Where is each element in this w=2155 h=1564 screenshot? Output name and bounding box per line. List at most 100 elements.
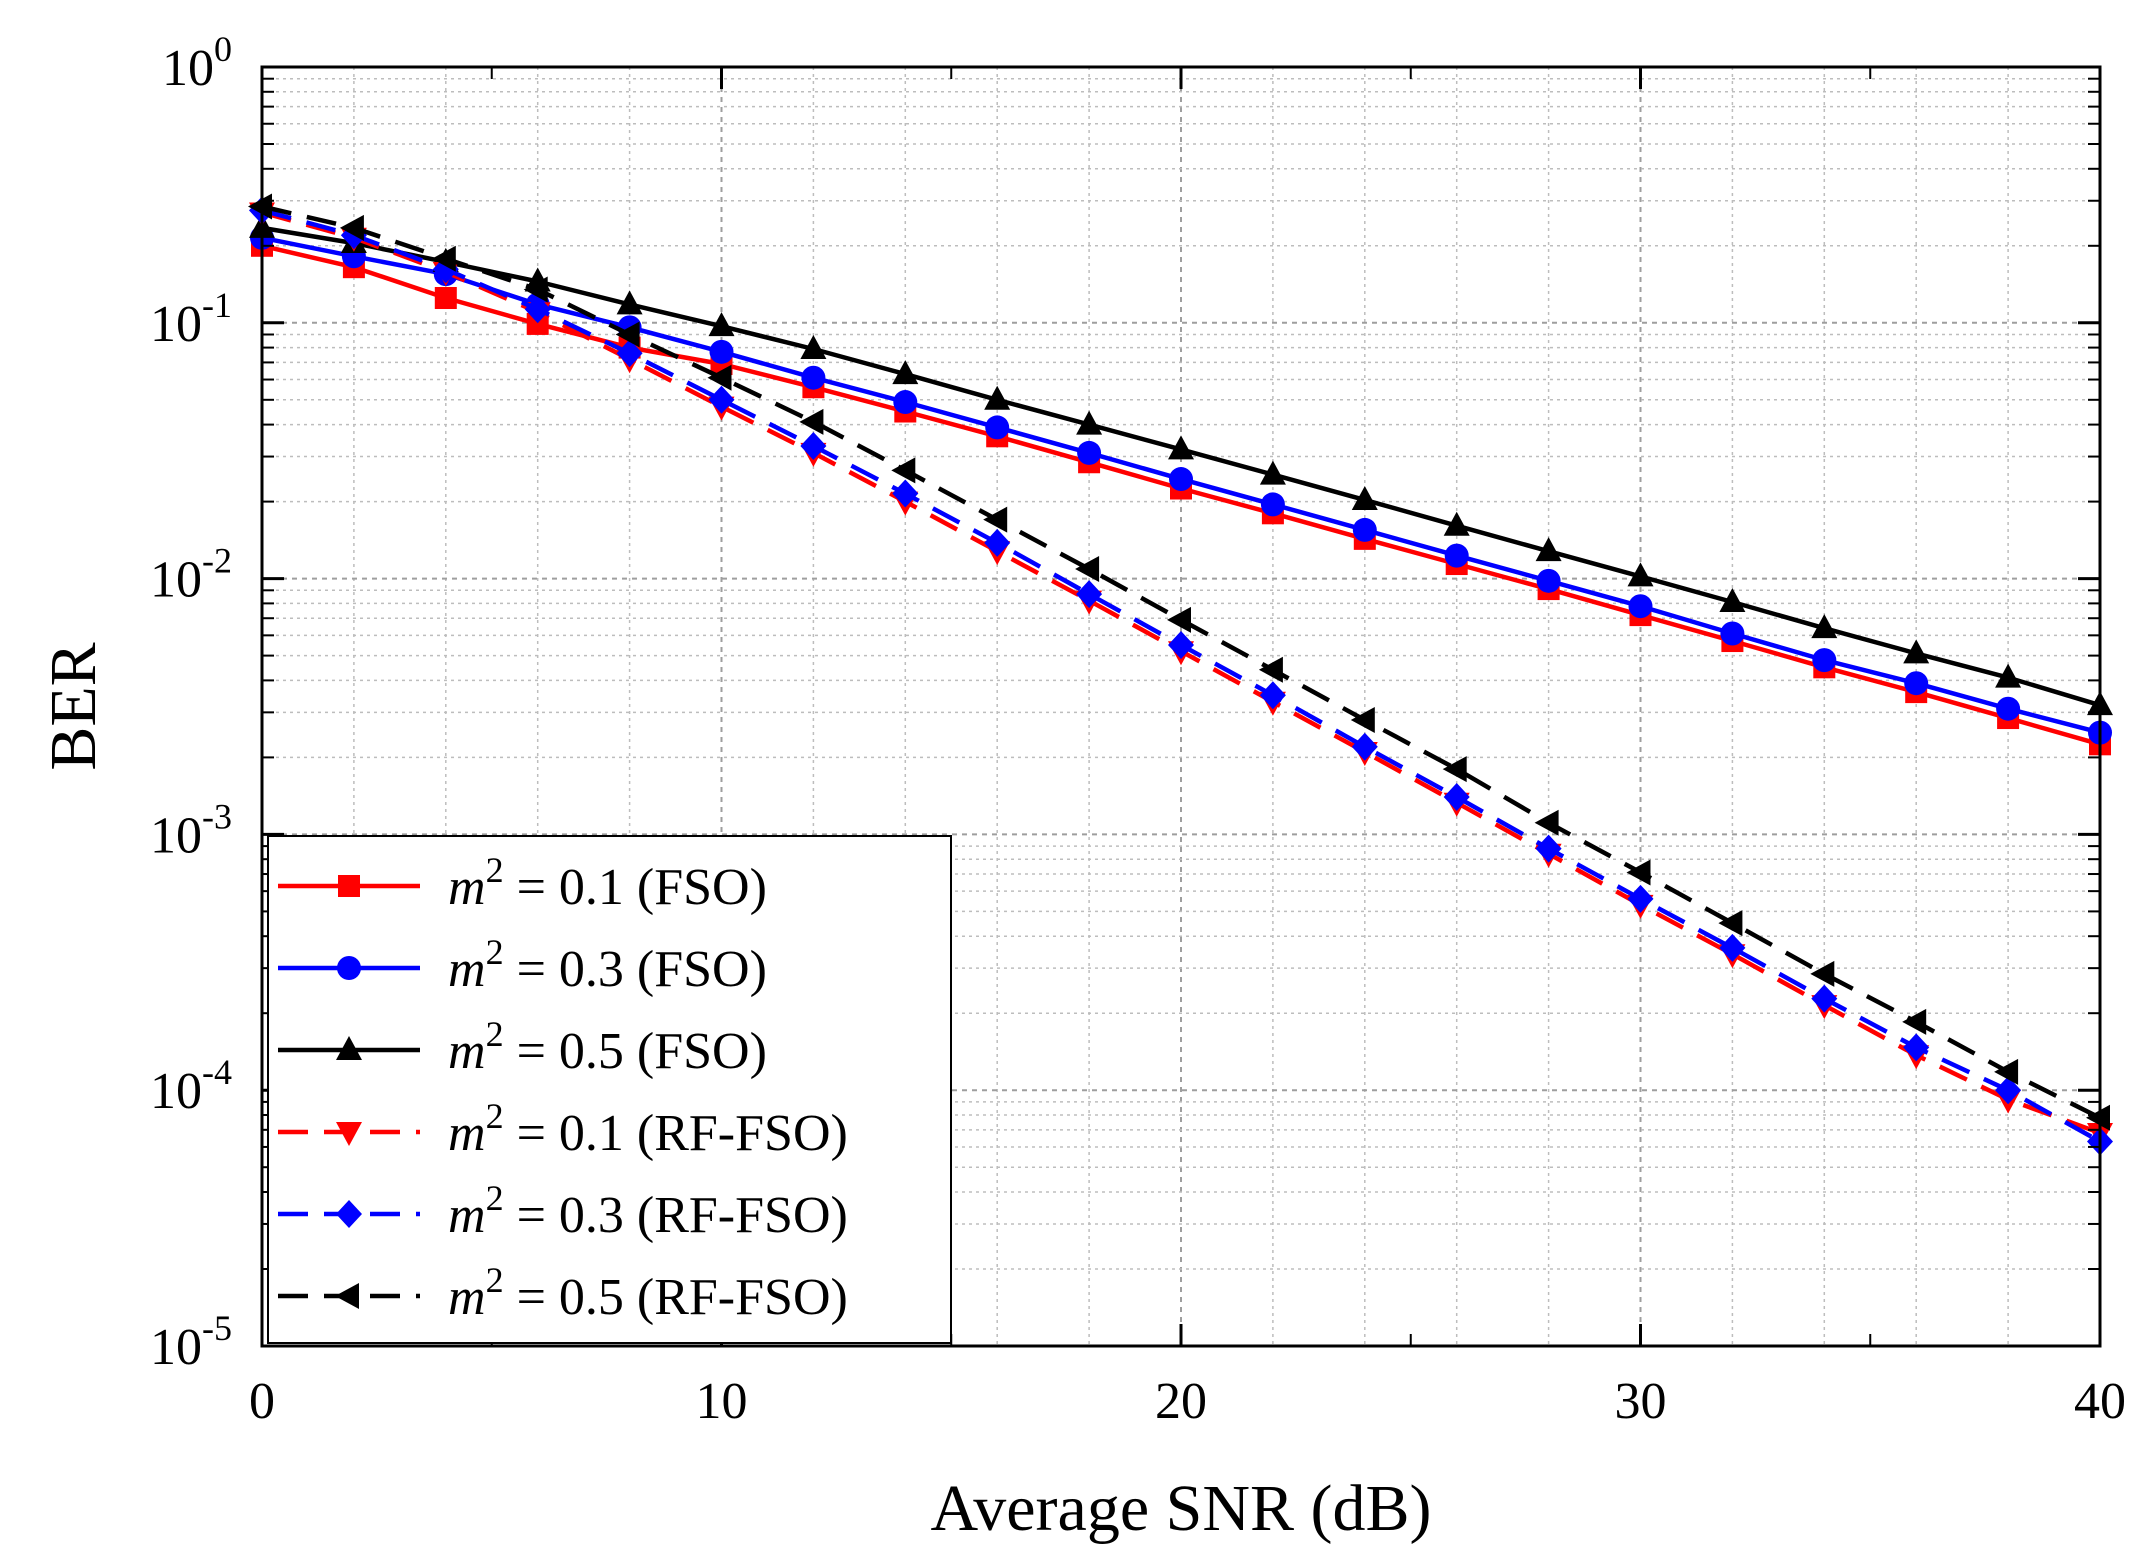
data-point bbox=[1352, 517, 1377, 542]
y-tick-base: 10 bbox=[150, 807, 202, 864]
legend-variable: m bbox=[448, 1105, 486, 1162]
data-point bbox=[1904, 671, 1929, 696]
legend-text: = 0.3 (RF-FSO) bbox=[504, 1187, 848, 1244]
data-point bbox=[1535, 834, 1562, 863]
data-point bbox=[1167, 606, 1191, 633]
data-point bbox=[1720, 621, 1745, 646]
legend-label: m2 = 0.5 (FSO) bbox=[448, 1014, 767, 1080]
data-point bbox=[893, 390, 918, 415]
legend-variable: m bbox=[448, 1269, 486, 1326]
data-point bbox=[984, 528, 1011, 557]
y-tick-base: 10 bbox=[162, 40, 214, 97]
x-tick-label: 10 bbox=[696, 1373, 748, 1430]
x-tick-label: 0 bbox=[249, 1373, 275, 1430]
data-point bbox=[1168, 435, 1194, 460]
data-point bbox=[616, 339, 643, 368]
data-point bbox=[1810, 960, 1835, 987]
data-point bbox=[709, 339, 734, 364]
data-point bbox=[1536, 568, 1561, 593]
data-point bbox=[1995, 663, 2022, 688]
legend-superscript: 2 bbox=[486, 1260, 504, 1300]
y-tick-exponent: 0 bbox=[214, 29, 232, 69]
y-tick-label: 10-1 bbox=[150, 285, 232, 353]
data-point bbox=[339, 214, 364, 241]
series-line bbox=[261, 204, 2102, 1120]
data-point bbox=[708, 385, 735, 414]
data-point bbox=[892, 360, 919, 385]
legend: m2 = 0.1 (FSO)m2 = 0.3 (FSO)m2 = 0.5 (FS… bbox=[267, 835, 952, 1344]
data-point bbox=[892, 479, 919, 508]
legend-item: m2 = 0.5 (RF-FSO) bbox=[278, 1260, 848, 1326]
legend-superscript: 2 bbox=[486, 1014, 504, 1054]
data-point bbox=[984, 385, 1011, 410]
data-point bbox=[799, 408, 824, 435]
x-tick-label: 30 bbox=[1615, 1373, 1667, 1430]
legend-label: m2 = 0.5 (RF-FSO) bbox=[448, 1260, 848, 1326]
y-tick-label: 100 bbox=[162, 29, 232, 97]
data-point bbox=[1075, 556, 1100, 583]
data-point bbox=[1442, 756, 1467, 783]
legend-label: m2 = 0.3 (RF-FSO) bbox=[448, 1178, 848, 1244]
data-point bbox=[1628, 594, 1653, 619]
y-tick-base: 10 bbox=[150, 296, 202, 353]
y-tick-label: 10-3 bbox=[150, 796, 232, 864]
y-tick-exponent: -3 bbox=[202, 796, 232, 836]
legend-box bbox=[267, 835, 952, 1344]
y-tick-base: 10 bbox=[150, 1319, 202, 1376]
data-point bbox=[1260, 492, 1285, 517]
data-point bbox=[800, 334, 827, 359]
data-point bbox=[431, 245, 456, 272]
legend-superscript: 2 bbox=[486, 932, 504, 972]
data-point bbox=[1995, 1076, 2022, 1105]
data-point bbox=[1351, 732, 1378, 761]
data-point bbox=[1350, 707, 1375, 734]
y-tick-exponent: -5 bbox=[202, 1308, 232, 1348]
legend-text: = 0.3 (FSO) bbox=[504, 941, 767, 998]
data-point bbox=[2086, 1104, 2110, 1131]
series-6 bbox=[248, 193, 2110, 1131]
data-point bbox=[615, 321, 640, 348]
data-point bbox=[1351, 485, 1378, 510]
y-axis-title: BER bbox=[37, 642, 110, 770]
data-point bbox=[708, 312, 735, 337]
legend-superscript: 2 bbox=[486, 850, 504, 890]
data-point bbox=[985, 415, 1010, 440]
data-point bbox=[1903, 639, 1930, 664]
data-point bbox=[434, 287, 457, 310]
y-tick-exponent: -2 bbox=[202, 541, 232, 581]
legend-item: m2 = 0.1 (RF-FSO) bbox=[278, 1096, 848, 1162]
data-point bbox=[1627, 884, 1654, 913]
legend-marker bbox=[335, 1283, 359, 1309]
legend-marker bbox=[337, 956, 361, 980]
data-point bbox=[1076, 410, 1103, 435]
legend-superscript: 2 bbox=[486, 1178, 504, 1218]
data-point bbox=[1168, 631, 1194, 660]
data-point bbox=[1259, 460, 1286, 485]
legend-variable: m bbox=[448, 1187, 486, 1244]
legend-text: = 0.5 (FSO) bbox=[504, 1023, 767, 1080]
data-point bbox=[1994, 1058, 2019, 1085]
x-tick-label: 40 bbox=[2074, 1373, 2126, 1430]
legend-text: = 0.1 (RF-FSO) bbox=[504, 1105, 848, 1162]
data-point bbox=[707, 364, 732, 391]
data-point bbox=[523, 276, 548, 303]
data-point bbox=[1534, 809, 1559, 836]
legend-text: = 0.5 (RF-FSO) bbox=[504, 1269, 848, 1326]
x-tick-label: 20 bbox=[1155, 1373, 1207, 1430]
data-point bbox=[1996, 696, 2021, 721]
y-tick-label: 10-2 bbox=[150, 541, 232, 609]
data-point bbox=[1169, 467, 1193, 492]
legend-item: m2 = 0.3 (RF-FSO) bbox=[278, 1178, 848, 1244]
data-point bbox=[1812, 648, 1837, 673]
legend-label: m2 = 0.3 (FSO) bbox=[448, 932, 767, 998]
data-point bbox=[1627, 562, 1654, 587]
legend-item: m2 = 0.5 (FSO) bbox=[278, 1014, 767, 1080]
data-point bbox=[1719, 933, 1746, 962]
legend-item: m2 = 0.1 (FSO) bbox=[278, 850, 767, 916]
data-point bbox=[1718, 910, 1743, 937]
x-tick-labels: 0 10 20 30 40 bbox=[249, 1373, 2126, 1430]
legend-label: m2 = 0.1 (RF-FSO) bbox=[448, 1096, 848, 1162]
y-tick-exponent: -1 bbox=[202, 285, 232, 325]
y-tick-label: 10-4 bbox=[150, 1052, 232, 1120]
